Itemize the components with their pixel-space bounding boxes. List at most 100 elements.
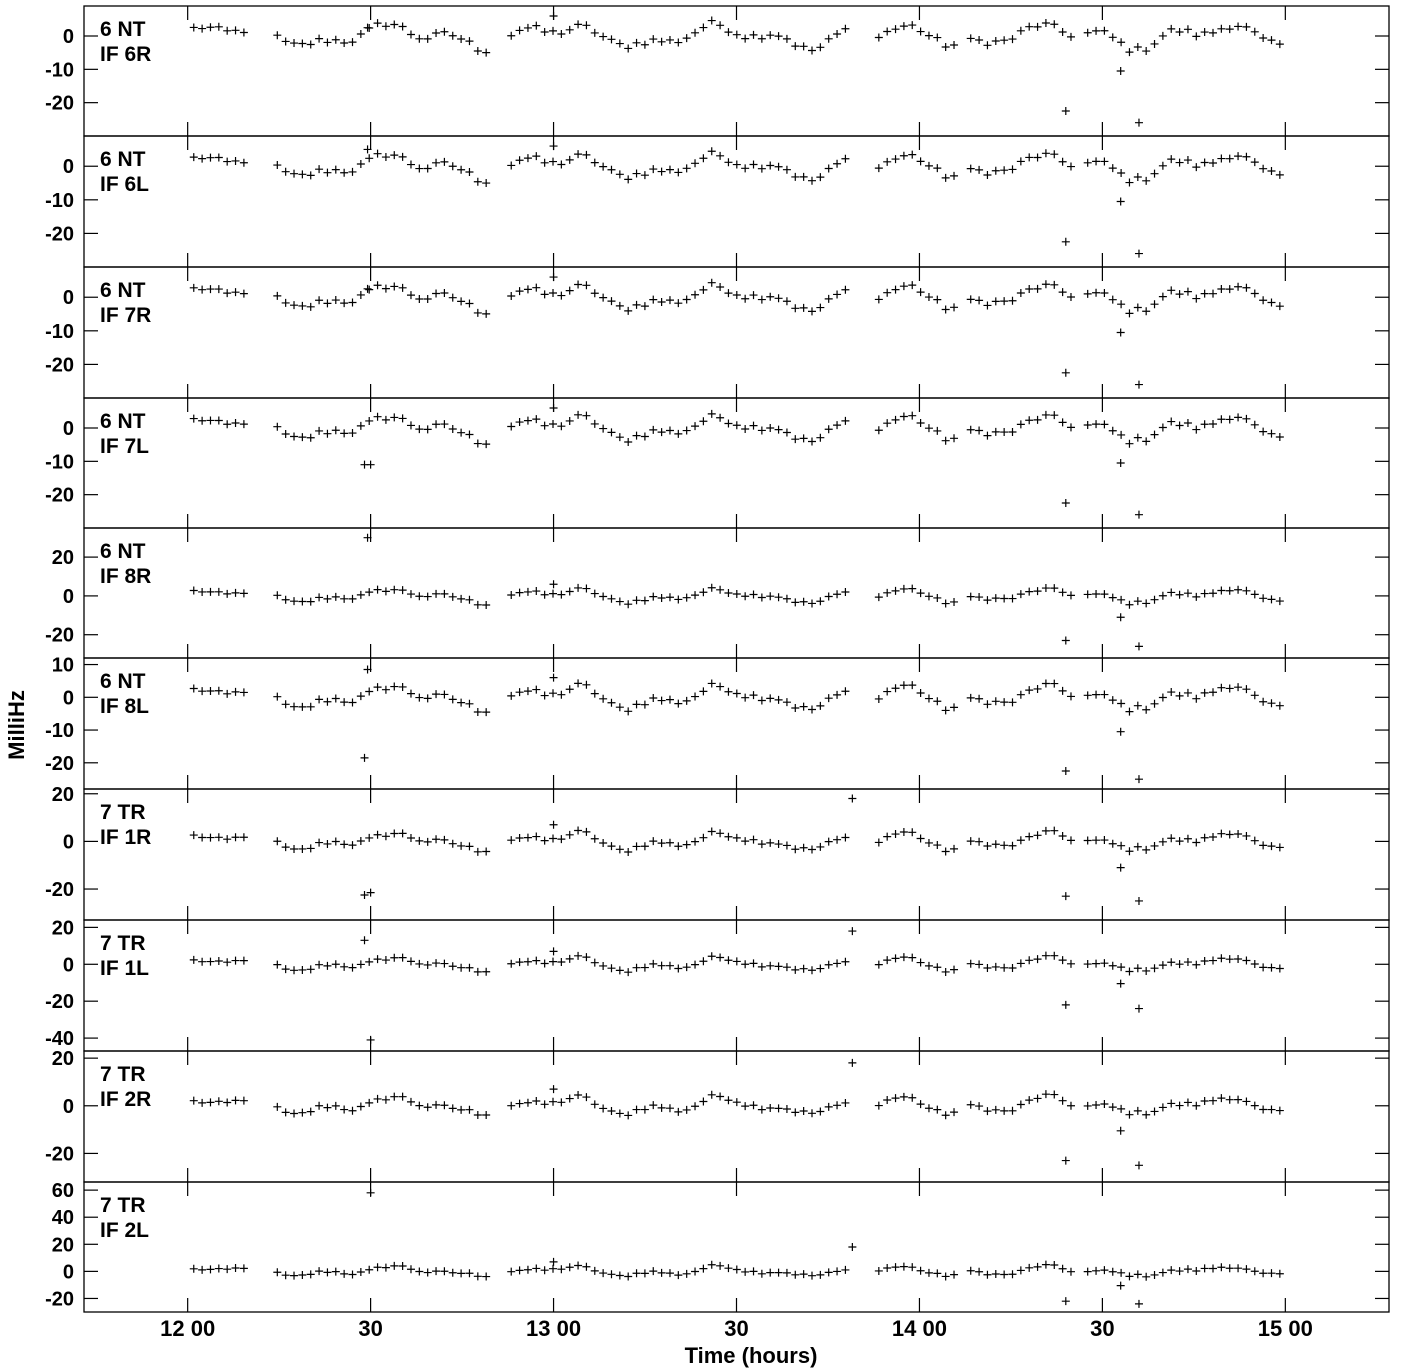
- data-point: [1150, 964, 1159, 973]
- data-point: [1050, 150, 1059, 159]
- data-point: [1050, 1261, 1059, 1270]
- data-point: [1000, 36, 1009, 45]
- data-point: [691, 692, 700, 701]
- panel-frame: [83, 1050, 1390, 1183]
- data-point: [716, 585, 725, 594]
- data-point: [607, 594, 616, 603]
- data-point: [315, 296, 324, 305]
- data-point: [891, 25, 900, 34]
- data-point: [1183, 287, 1192, 296]
- data-point: [1234, 282, 1243, 291]
- data-point: [933, 697, 942, 706]
- data-point: [415, 1267, 424, 1276]
- data-point: [1192, 960, 1201, 969]
- data-point: [406, 30, 415, 39]
- data-point: [1050, 411, 1059, 420]
- data-point: [381, 1263, 390, 1272]
- data-point: [423, 34, 432, 43]
- data-point: [816, 303, 825, 312]
- data-point: [824, 960, 833, 969]
- data-point: [1175, 1267, 1184, 1276]
- data-point: [1058, 1264, 1067, 1273]
- data-point: [991, 840, 1000, 849]
- data-point: [1134, 1299, 1143, 1308]
- data-point: [565, 830, 574, 839]
- data-point: [1275, 964, 1284, 973]
- y-tick-label: -20: [45, 223, 74, 245]
- data-point: [624, 175, 633, 184]
- data-point: [599, 32, 608, 41]
- data-point: [732, 160, 741, 169]
- data-point: [1158, 31, 1167, 40]
- data-point: [791, 965, 800, 974]
- data-point: [924, 31, 933, 40]
- data-point: [590, 1266, 599, 1275]
- data-point: [699, 687, 708, 696]
- y-tick-label: 20: [52, 784, 74, 806]
- data-point: [515, 156, 524, 165]
- data-point: [1217, 1094, 1226, 1103]
- data-point: [741, 592, 750, 601]
- data-point: [916, 288, 925, 297]
- data-point: [615, 1109, 624, 1118]
- data-point: [348, 698, 357, 707]
- data-point: [206, 1098, 215, 1107]
- data-point: [231, 687, 240, 696]
- data-point: [1016, 959, 1025, 968]
- data-point: [189, 1264, 198, 1273]
- x-tick-label: 13 00: [526, 1316, 581, 1341]
- data-point: [916, 27, 925, 36]
- data-point: [473, 1110, 482, 1119]
- data-point: [482, 1272, 491, 1281]
- data-point: [1259, 1105, 1268, 1114]
- data-point: [749, 959, 758, 968]
- data-point: [473, 600, 482, 609]
- data-point: [1250, 1267, 1259, 1276]
- data-point: [908, 281, 917, 290]
- data-point: [340, 1269, 349, 1278]
- data-point: [1125, 1110, 1134, 1119]
- data-point: [1217, 683, 1226, 692]
- data-point: [448, 962, 457, 971]
- data-point: [540, 28, 549, 37]
- data-point: [640, 302, 649, 311]
- data-point: [966, 1266, 975, 1275]
- data-point: [1016, 420, 1025, 429]
- data-point: [406, 421, 415, 430]
- data-point: [1150, 169, 1159, 178]
- data-point: [774, 962, 783, 971]
- panel-station-label: 7 TR: [100, 932, 146, 955]
- data-point: [273, 837, 282, 846]
- data-point: [632, 1269, 641, 1278]
- data-point: [432, 835, 441, 844]
- data-point: [774, 32, 783, 41]
- data-point: [749, 1267, 758, 1276]
- data-point: [1142, 705, 1151, 714]
- data-point: [1142, 437, 1151, 446]
- data-point: [507, 959, 516, 968]
- data-point: [1133, 42, 1142, 51]
- data-point: [465, 1105, 474, 1114]
- data-point: [223, 420, 232, 429]
- data-point: [306, 1107, 315, 1116]
- data-point: [415, 1101, 424, 1110]
- data-point: [716, 21, 725, 30]
- data-point: [891, 684, 900, 693]
- data-point: [315, 960, 324, 969]
- data-point: [331, 35, 340, 44]
- data-point: [983, 1107, 992, 1116]
- data-point: [1061, 766, 1070, 775]
- data-point: [306, 965, 315, 974]
- data-point: [423, 1103, 432, 1112]
- data-point: [381, 587, 390, 596]
- data-point: [206, 957, 215, 966]
- data-point: [340, 698, 349, 707]
- data-point: [231, 26, 240, 35]
- data-point: [532, 283, 541, 292]
- data-point: [883, 1263, 892, 1272]
- data-point: [1217, 154, 1226, 163]
- data-point: [1125, 847, 1134, 856]
- data-point: [298, 597, 307, 606]
- data-point: [774, 294, 783, 303]
